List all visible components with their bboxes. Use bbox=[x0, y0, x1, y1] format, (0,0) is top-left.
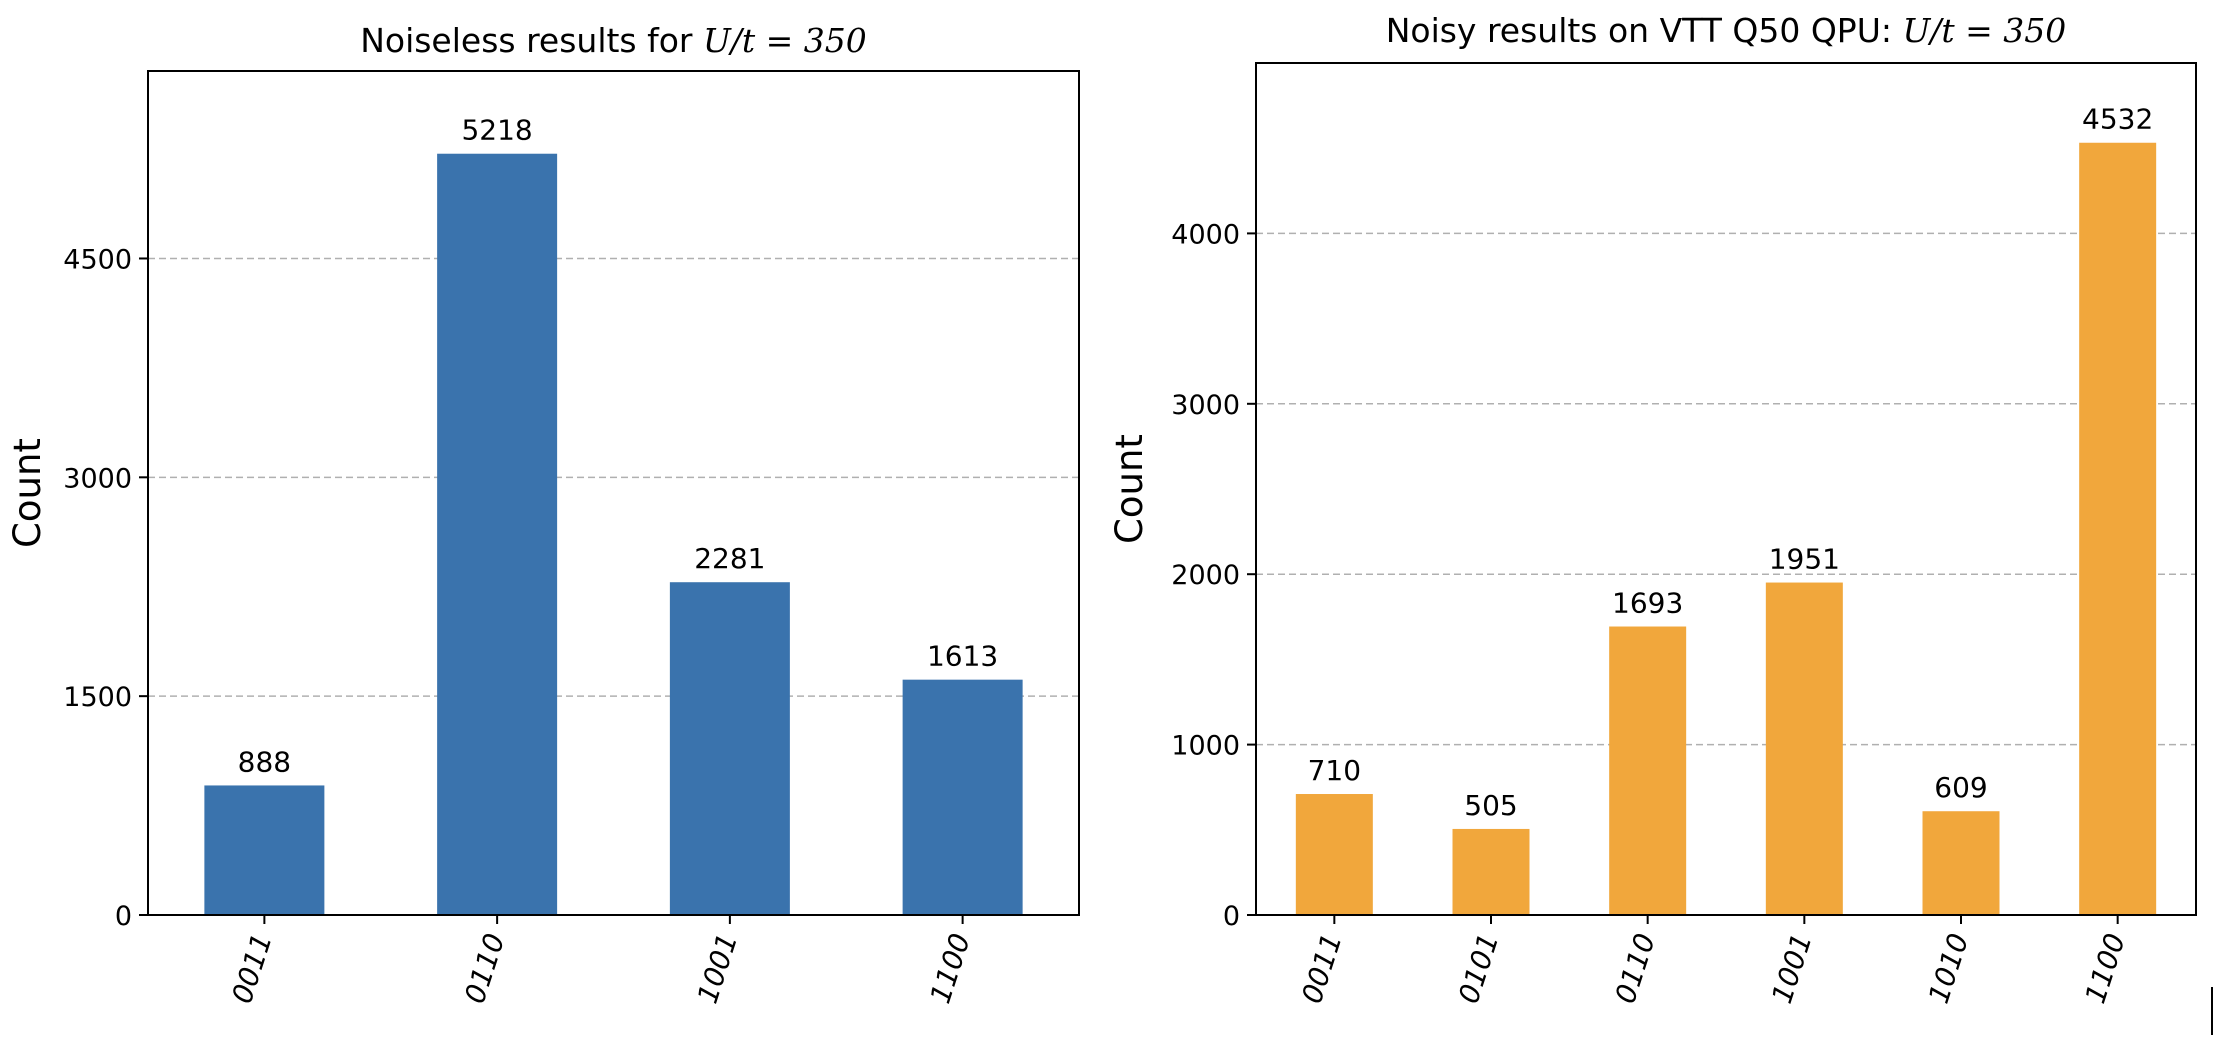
axes-frame bbox=[1255, 62, 2197, 916]
bar bbox=[1452, 828, 1530, 915]
bar bbox=[1609, 626, 1687, 915]
x-tick-label: 0011 bbox=[1295, 929, 1348, 1007]
x-tick-label: 0011 bbox=[225, 929, 278, 1007]
y-tick-label: 2000 bbox=[1171, 560, 1240, 591]
x-tick-label: 0110 bbox=[458, 929, 511, 1007]
y-tick-label: 0 bbox=[115, 901, 132, 932]
bar-value-label: 1613 bbox=[927, 640, 998, 673]
y-tick-label: 0 bbox=[1223, 901, 1240, 932]
bar bbox=[1295, 794, 1373, 915]
bar-value-label: 5218 bbox=[461, 114, 532, 147]
bar bbox=[2079, 142, 2157, 915]
bar-value-label: 1951 bbox=[1769, 543, 1840, 576]
bar-value-label: 710 bbox=[1308, 754, 1361, 787]
chart-title: Noiseless results for U/t = 350 bbox=[360, 21, 867, 60]
y-tick-label: 1000 bbox=[1171, 731, 1240, 762]
y-tick-label: 4000 bbox=[1171, 219, 1240, 250]
x-tick-label: 1100 bbox=[2079, 929, 2132, 1007]
bar-value-label: 1693 bbox=[1612, 587, 1683, 620]
bar-value-label: 4532 bbox=[2082, 103, 2153, 136]
y-tick-label: 3000 bbox=[1171, 390, 1240, 421]
bar bbox=[437, 153, 558, 915]
x-tick-label: 1001 bbox=[691, 929, 744, 1007]
chart-title: Noisy results on VTT Q50 QPU: U/t = 350 bbox=[1386, 11, 2067, 50]
x-tick-label: 0110 bbox=[1609, 929, 1662, 1007]
x-tick-label: 0101 bbox=[1452, 929, 1505, 1007]
bar-value-label: 888 bbox=[238, 745, 291, 778]
y-tick-label: 4500 bbox=[63, 244, 132, 275]
axes-frame bbox=[147, 70, 1080, 916]
y-tick-label: 3000 bbox=[63, 463, 132, 494]
bar bbox=[1922, 811, 2000, 915]
bar bbox=[669, 582, 790, 915]
bar-value-label: 609 bbox=[1934, 771, 1987, 804]
y-axis-label: Count bbox=[1108, 434, 1151, 544]
bar-value-label: 2281 bbox=[694, 542, 765, 575]
y-axis-label: Count bbox=[6, 438, 49, 548]
bar bbox=[1765, 582, 1843, 915]
x-tick-label: 1100 bbox=[923, 929, 976, 1007]
bar bbox=[204, 785, 325, 915]
noisy-chart: 710 505 1693 1951 609 4532 0 1000 2000 3000 4000 00… bbox=[1108, 11, 2197, 1007]
bar bbox=[902, 679, 1023, 915]
bar-value-label: 505 bbox=[1464, 789, 1517, 822]
x-tick-label: 1001 bbox=[1765, 929, 1818, 1007]
x-tick-label: 1010 bbox=[1922, 929, 1975, 1007]
y-tick-label: 1500 bbox=[63, 682, 132, 713]
noiseless-chart: 888 5218 2281 1613 0 1500 3000 4500 0011 0110 1001… bbox=[6, 21, 1080, 1007]
